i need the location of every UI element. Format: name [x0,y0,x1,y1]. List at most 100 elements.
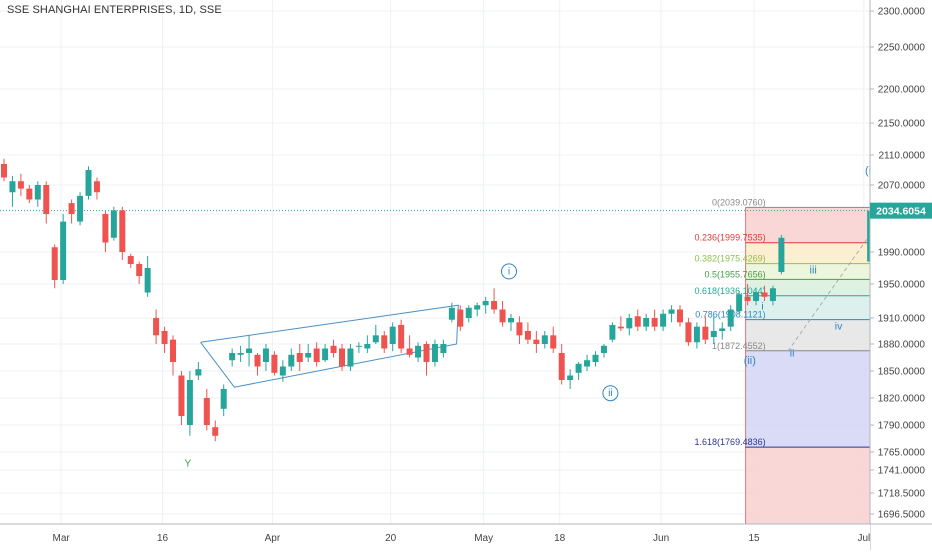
candle-body [693,326,700,343]
y-tick-label: 1718.5000 [878,489,926,500]
candle-body [43,185,50,214]
candle-body [736,294,743,312]
candle-body [288,354,295,367]
candle-body [499,309,506,323]
candle-body [592,354,599,362]
current-price-tag[interactable] [870,202,932,219]
candle-body [685,322,692,343]
fib-level-label: 0.5(1955.7656) [705,269,766,279]
candle-body [423,344,430,362]
candle-body [161,331,168,344]
candle-body [178,375,185,416]
candle-body [761,292,768,297]
fibonacci-retracement[interactable]: 0(2039.0760) 0.236(1999.7535) 0.382(1975.4… [0,197,871,524]
candle-body [524,331,531,340]
candle-body [1,164,7,178]
wave-label: i [508,265,510,277]
candle-body [102,214,109,243]
candle-body [668,309,675,314]
candle-body [220,389,227,409]
candle-body [440,344,447,353]
candle-body [203,398,210,425]
y-tick-label: 1790.0000 [878,421,926,432]
candle-body [51,247,58,280]
candle-body [600,345,607,353]
candle-body [415,345,422,358]
candle-body [60,221,67,280]
candle-body [431,344,438,362]
candle-body [195,369,202,376]
candle-body [237,353,244,355]
candle-body [296,353,303,362]
candle-body [170,339,176,362]
fib-level-label: 0.236(1999.7535) [695,233,766,243]
x-tick-label: Mar [53,533,71,544]
fib-level-label: 0.382(1975.4269) [695,254,766,264]
candle-body [609,324,616,340]
candle-body [330,345,337,353]
triangle-pattern[interactable] [200,304,459,388]
fib-zone [745,295,870,320]
x-tick-label: Jun [653,533,669,544]
candle-body [677,309,683,323]
candles [1,158,874,442]
candle-body [381,335,388,349]
candle-body [254,354,261,367]
candle-body [144,268,151,293]
x-axis-bg [0,524,870,550]
candle-body [322,348,329,361]
y-tick-label: 2300.0000 [878,7,926,18]
candle-body [660,313,667,327]
candle-body [110,210,117,238]
candle-body [9,181,16,193]
y-tick-label: 1850.0000 [878,367,926,378]
candle-body [457,309,464,327]
y-tick-label: 1696.5000 [878,510,926,521]
wave-label: Y [184,457,191,469]
y-tick-label: 2200.0000 [878,85,926,96]
fib-zone [745,447,870,524]
candle-body [533,339,540,344]
candle-body [279,366,286,376]
x-tick-label: 18 [554,533,566,544]
candle-body [119,210,126,252]
candle-body [17,181,24,189]
candle-body [271,354,278,373]
candle-body [727,309,734,327]
candle-body [448,307,455,320]
wave-label: ii [608,387,613,399]
candle-body [482,301,489,306]
candle-body [710,331,717,338]
candle-body [93,181,100,193]
y-tick-label: 1880.0000 [878,340,926,351]
wave-label: iv [835,320,843,332]
candle-body [77,195,84,222]
candle-body [769,288,776,301]
wave-label: iii [810,265,817,277]
wave-circle [602,385,619,402]
fib-level-label: 0(2039.0760) [712,197,766,207]
candle-body [651,318,658,327]
y-tick-label: 2070.0000 [878,181,926,192]
wave-label: (ii) [744,355,756,367]
candle-body [355,345,362,347]
candle-body [246,348,253,353]
candle-body [753,292,760,301]
fib-zone [745,242,870,264]
fib-level-label: 1.618(1769.4836) [695,437,766,447]
candle-body [634,316,641,327]
candle-body [372,335,379,343]
fib-level-label: 1(1872.4552) [712,341,766,351]
candle-body [68,203,75,214]
candle-body [491,301,498,310]
fib-zone [745,263,870,280]
candle-body [567,375,574,380]
y-tick-label: 2150.0000 [878,119,926,130]
y-tick-label: 1990.0000 [878,248,926,259]
candle-body [313,348,320,362]
candle-body [643,318,650,327]
candle-body [617,326,624,329]
